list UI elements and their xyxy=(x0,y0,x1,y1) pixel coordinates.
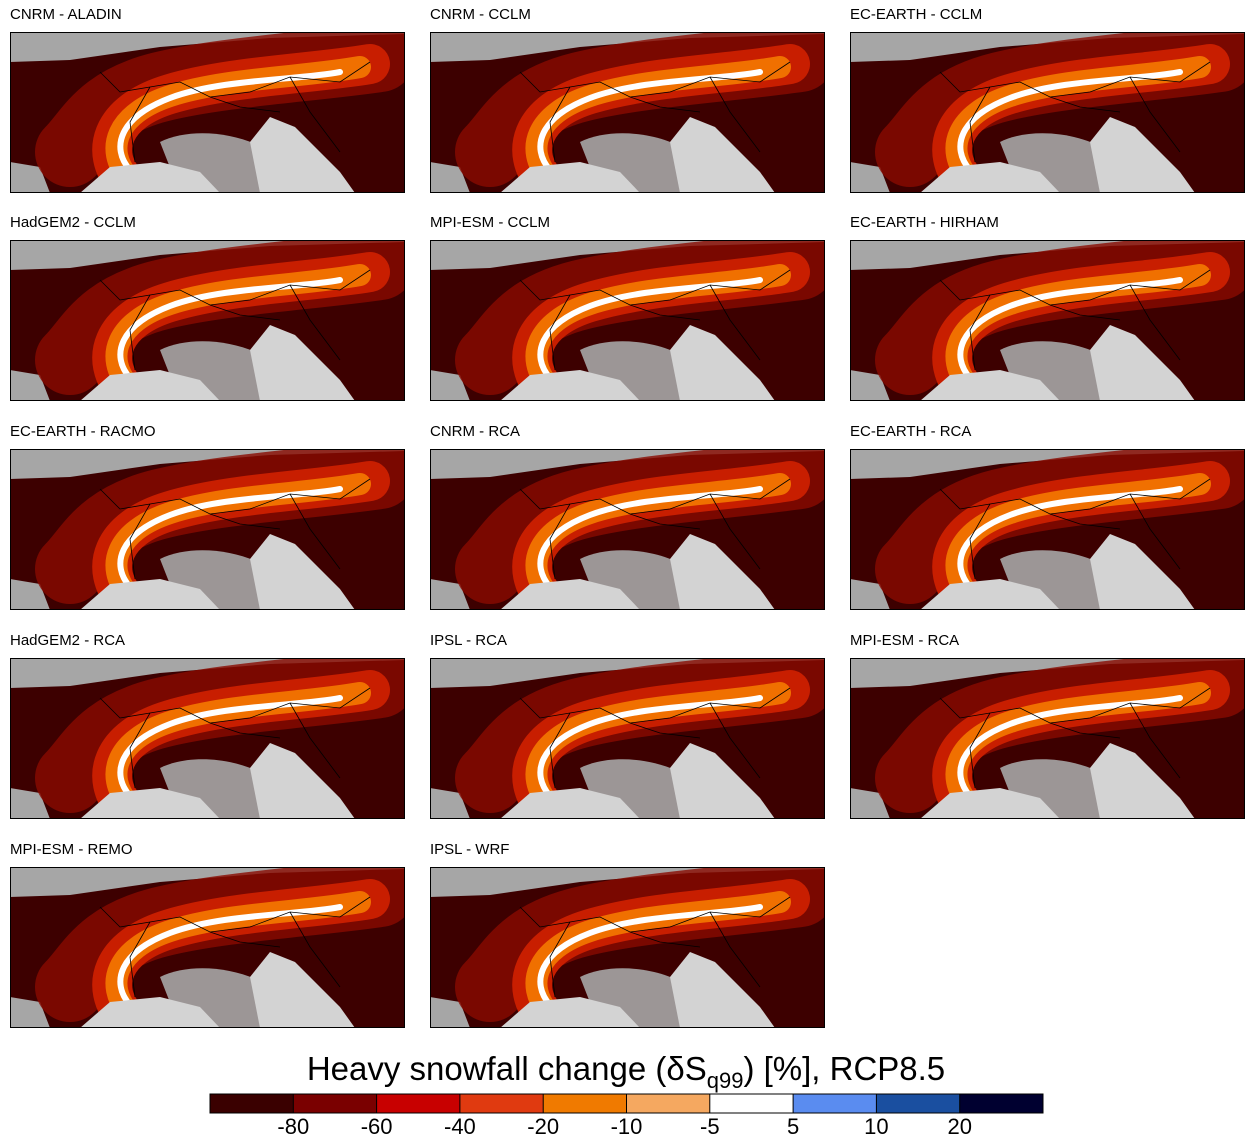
colorbar-tick-label: -5 xyxy=(700,1114,720,1139)
panel-title: CNRM - ALADIN xyxy=(10,6,122,23)
colorbar-segment xyxy=(709,1094,794,1113)
map-panel xyxy=(430,32,825,193)
panel-title: EC-EARTH - CCLM xyxy=(850,6,982,23)
colorbar-segment xyxy=(293,1094,377,1113)
title-sub: q99 xyxy=(707,1068,744,1093)
panel-title: IPSL - RCA xyxy=(430,632,507,649)
map-panel xyxy=(850,449,1245,610)
map-panel xyxy=(430,658,825,819)
map-panel xyxy=(430,449,825,610)
panel-title: HadGEM2 - RCA xyxy=(10,632,125,649)
panel-title: EC-EARTH - RCA xyxy=(850,423,971,440)
colorbar-tick-label: 5 xyxy=(787,1114,799,1139)
panel-title: IPSL - WRF xyxy=(430,841,509,858)
panel-title: EC-EARTH - HIRHAM xyxy=(850,214,999,231)
colorbar-segment xyxy=(376,1094,460,1113)
panel-title: HadGEM2 - CCLM xyxy=(10,214,136,231)
colorbar-segment xyxy=(210,1094,294,1113)
map-panel xyxy=(850,658,1245,819)
colorbar-title: Heavy snowfall change (δSq99) [%], RCP8.… xyxy=(307,1050,945,1093)
colorbar-segment xyxy=(793,1094,877,1113)
panel-title: MPI-ESM - CCLM xyxy=(430,214,550,231)
map-panel xyxy=(10,240,405,401)
colorbar-segment xyxy=(459,1094,544,1113)
map-panel xyxy=(430,867,825,1028)
title-rest: ) [%], RCP8.5 xyxy=(743,1050,945,1087)
colorbar-tick-label: -60 xyxy=(361,1114,393,1139)
colorbar-tick-label: 10 xyxy=(864,1114,888,1139)
panel-title: MPI-ESM - RCA xyxy=(850,632,959,649)
colorbar-segment xyxy=(626,1094,710,1113)
map-panel xyxy=(850,240,1245,401)
map-panel xyxy=(850,32,1245,193)
map-panel xyxy=(10,867,405,1028)
colorbar-tick-label: -10 xyxy=(611,1114,643,1139)
map-panel xyxy=(430,240,825,401)
panel-title: MPI-ESM - REMO xyxy=(10,841,133,858)
colorbar-segment xyxy=(543,1094,627,1113)
panel-title: CNRM - CCLM xyxy=(430,6,531,23)
colorbar-tick-label: -40 xyxy=(444,1114,476,1139)
panel-title: EC-EARTH - RACMO xyxy=(10,423,156,440)
panel-title: CNRM - RCA xyxy=(430,423,520,440)
map-panel xyxy=(10,32,405,193)
colorbar-tick-label: -80 xyxy=(277,1114,309,1139)
colorbar-segment xyxy=(959,1094,1043,1113)
map-panel xyxy=(10,449,405,610)
colorbar-tick-label: -20 xyxy=(527,1114,559,1139)
title-main: Heavy snowfall change (δS xyxy=(307,1050,707,1087)
map-panel xyxy=(10,658,405,819)
colorbar-segment xyxy=(876,1094,960,1113)
colorbar-tick-label: 20 xyxy=(947,1114,971,1139)
